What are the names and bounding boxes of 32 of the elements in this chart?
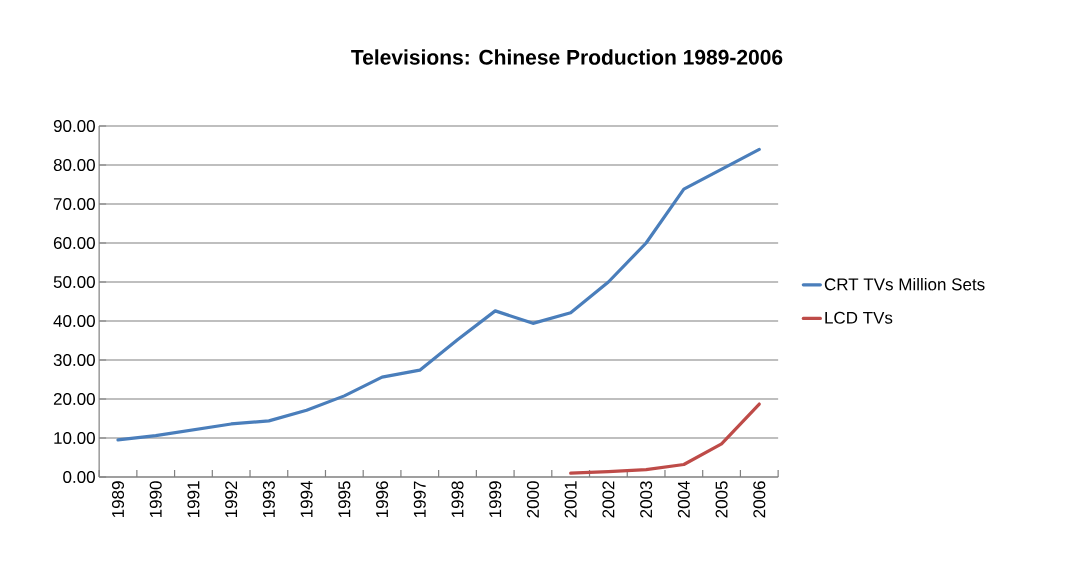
y-tick-label: 0.00 — [63, 470, 95, 484]
y-tick-label: 10.00 — [54, 431, 95, 445]
x-tick-label: 1998 — [451, 481, 464, 518]
chart-title: Televisions: Chinese Production 1989-2006 — [351, 49, 783, 65]
x-tick-label: 1993 — [262, 481, 275, 518]
x-tick-label: 1997 — [413, 481, 426, 518]
x-tick-label: 1999 — [489, 481, 502, 518]
y-tick-label: 40.00 — [53, 314, 95, 328]
y-tick-label: 30.00 — [53, 353, 95, 367]
y-tick-label: 70.00 — [53, 197, 95, 211]
x-tick-label: 2005 — [715, 481, 728, 518]
x-tick-label: 2000 — [526, 481, 539, 518]
x-tick-label: 1990 — [149, 481, 162, 518]
x-tick-label: 2004 — [677, 481, 690, 518]
y-tick-label: 60.00 — [53, 236, 95, 250]
x-tick-label: 2006 — [753, 481, 766, 518]
x-tick-label: 2003 — [640, 481, 653, 518]
x-tick-label: 2001 — [564, 481, 577, 518]
x-tick-label: 1996 — [376, 481, 389, 518]
x-tick-label: 1991 — [187, 481, 200, 518]
legend-label: LCD TVs — [825, 311, 893, 324]
legend-label: CRT TVs Million Sets — [824, 277, 985, 291]
x-tick-label: 1992 — [225, 481, 238, 518]
y-tick-label: 50.00 — [53, 275, 95, 289]
y-tick-label: 20.00 — [53, 392, 95, 406]
x-tick-label: 1994 — [300, 481, 313, 518]
y-tick-label: 80.00 — [53, 158, 95, 172]
x-tick-label: 1989 — [111, 481, 125, 518]
x-tick-label: 1995 — [338, 481, 351, 518]
line-series — [569, 402, 761, 475]
y-tick-label: 90.00 — [53, 119, 95, 133]
x-tick-label: 2002 — [602, 481, 615, 518]
